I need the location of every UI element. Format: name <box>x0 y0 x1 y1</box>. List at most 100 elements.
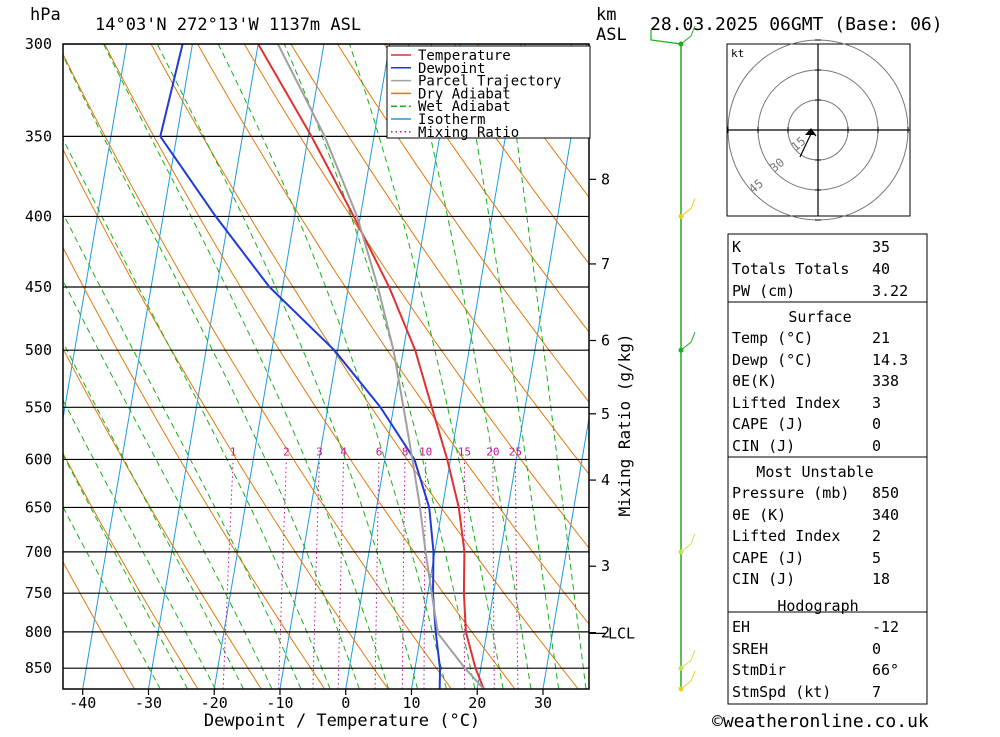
wind-barb-dot <box>679 549 684 554</box>
surface-li-label: Lifted Index <box>732 394 840 412</box>
mu-cin-label: CIN (J) <box>732 570 795 588</box>
mixing-ratio-line <box>515 459 518 689</box>
surface-dewp-value: 14.3 <box>872 351 908 369</box>
x-tick-label: 30 <box>534 694 552 712</box>
pressure-tick-label: 800 <box>25 623 52 641</box>
lcl-label: LCL <box>608 624 635 642</box>
mixing-ratio-line <box>338 459 343 689</box>
mixing-ratio-label: 1 <box>230 445 237 458</box>
k-index-value: 35 <box>872 238 890 256</box>
mu-cin-value: 18 <box>872 570 890 588</box>
wind-barb <box>681 650 695 668</box>
surface-cin-label: CIN (J) <box>732 437 795 455</box>
x-tick-label: -20 <box>201 694 228 712</box>
pressure-tick-label: 300 <box>25 35 52 53</box>
x-tick-label: 10 <box>402 694 420 712</box>
km-tick-label: 8 <box>601 170 610 188</box>
surface-temp-value: 21 <box>872 329 890 347</box>
wind-barb-dot <box>679 687 684 692</box>
x-tick-label: -40 <box>69 694 96 712</box>
copyright-label[interactable]: ©weatheronline.co.uk <box>712 711 929 732</box>
surface-cin-value: 0 <box>872 437 881 455</box>
asl-unit-label: ASL <box>596 25 627 45</box>
mixing-ratio-label: 4 <box>340 445 347 458</box>
wind-barb <box>681 534 695 552</box>
pressure-tick-label: 350 <box>25 127 52 145</box>
mu-li-value: 2 <box>872 527 881 545</box>
surface-theta-value: 338 <box>872 372 899 390</box>
surface-dewp-label: Dewp (°C) <box>732 351 813 369</box>
mixing-ratio-label: 2 <box>283 445 290 458</box>
mixing-ratio-line <box>402 459 405 689</box>
sreh-value: 0 <box>872 640 881 658</box>
totals-totals-value: 40 <box>872 260 890 278</box>
stmdir-value: 66° <box>872 661 899 679</box>
km-tick-label: 5 <box>601 405 610 423</box>
isotherm-line <box>543 44 653 689</box>
surface-cape-label: CAPE (J) <box>732 415 804 433</box>
x-tick-label: -30 <box>135 694 162 712</box>
km-tick-label: 4 <box>601 471 610 489</box>
isotherm-line <box>214 44 324 689</box>
surface-cape-value: 0 <box>872 415 881 433</box>
km-unit-label: km <box>596 5 616 25</box>
legend-entry-label: Mixing Ratio <box>418 125 519 141</box>
mu-cape-label: CAPE (J) <box>732 549 804 567</box>
hpa-unit-label: hPa <box>30 5 61 25</box>
x-tick-label: 20 <box>468 694 486 712</box>
x-tick-label: -10 <box>266 694 293 712</box>
mu-li-label: Lifted Index <box>732 527 840 545</box>
pressure-tick-label: 700 <box>25 543 52 561</box>
dry-adiabat-line <box>58 44 452 689</box>
pw-value: 3.22 <box>872 282 908 300</box>
stmspd-label: StmSpd (kt) <box>732 683 831 701</box>
pressure-tick-label: 550 <box>25 398 52 416</box>
pressure-tick-label: 450 <box>25 278 52 296</box>
eh-value: -12 <box>872 618 899 636</box>
wet-adiabat-line <box>218 44 446 689</box>
mixing-ratio-line <box>493 459 494 689</box>
totals-totals-label: Totals Totals <box>732 260 849 278</box>
location-title: 14°03'N 272°13'W 1137m ASL <box>95 15 361 35</box>
sreh-label: SREH <box>732 640 768 658</box>
dry-adiabat-line <box>897 44 1000 689</box>
pressure-tick-label: 500 <box>25 341 52 359</box>
km-tick-label: 3 <box>601 557 610 575</box>
surface-title: Surface <box>788 308 851 326</box>
hodograph-units-label: kt <box>731 47 744 60</box>
wind-barb-dot <box>679 214 684 219</box>
x-tick-label: 0 <box>341 694 350 712</box>
wind-barb <box>681 671 695 689</box>
stmdir-label: StmDir <box>732 661 786 679</box>
wet-adiabat-line <box>104 44 389 689</box>
km-tick-label: 6 <box>601 332 610 350</box>
mixing-ratio-label: 20 <box>486 445 499 458</box>
hodograph-title: Hodograph <box>777 597 858 615</box>
isotherm-line <box>148 44 258 689</box>
stmspd-value: 7 <box>872 683 881 701</box>
eh-label: EH <box>732 618 750 636</box>
mixing-ratio-label: 10 <box>419 445 432 458</box>
mu-pressure-value: 850 <box>872 484 899 502</box>
x-axis-label: Dewpoint / Temperature (°C) <box>204 711 480 731</box>
surface-li-value: 3 <box>872 394 881 412</box>
km-tick-label: 7 <box>601 255 610 273</box>
mu-pressure-label: Pressure (mb) <box>732 484 849 502</box>
mu-cape-value: 5 <box>872 549 881 567</box>
pressure-tick-label: 750 <box>25 584 52 602</box>
pressure-tick-label: 650 <box>25 498 52 516</box>
mixing-ratio-line <box>223 459 233 689</box>
indices-table: K 35 Totals Totals 40 PW (cm) 3.22 Surfa… <box>728 234 927 704</box>
pressure-tick-label: 400 <box>25 207 52 225</box>
mixing-ratio-label: 8 <box>402 445 409 458</box>
wind-barb-dot <box>679 666 684 671</box>
mu-theta-value: 340 <box>872 506 899 524</box>
wind-barb-dot <box>679 348 684 353</box>
k-index-label: K <box>732 238 741 256</box>
wind-barb <box>681 198 695 216</box>
mixing-ratio-label: 15 <box>458 445 471 458</box>
pressure-tick-label: 600 <box>25 450 52 468</box>
mixing-ratio-axis-label: Mixing Ratio (g/kg) <box>615 333 634 516</box>
wet-adiabat-line <box>157 44 417 689</box>
